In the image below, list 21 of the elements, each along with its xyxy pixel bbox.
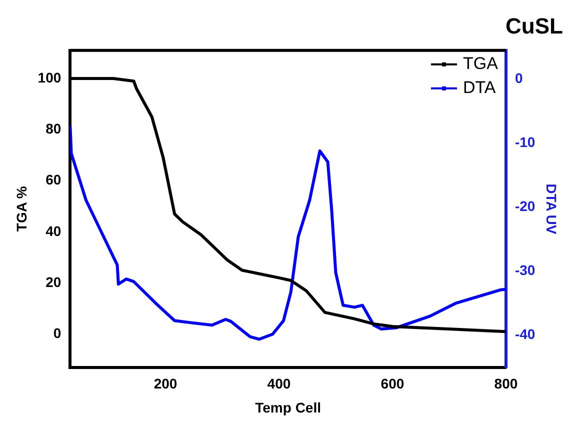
y-tick-label: 60 [46, 172, 62, 188]
y-tick-label: 40 [46, 222, 62, 239]
y2-axis-title: DTA UV [544, 184, 560, 235]
y-axis-title: TGA % [13, 186, 30, 232]
y2-tick-label: -20 [514, 198, 536, 214]
x-tick-label: 600 [380, 376, 404, 392]
x-tick-label: 800 [494, 376, 518, 392]
x-axis-title: Temp Cell [255, 399, 321, 416]
y-tick-label: 0 [53, 325, 62, 342]
y2-tick-label: -40 [514, 326, 536, 342]
legend-label: TGA [463, 54, 499, 74]
chart-title: CuSL [506, 13, 563, 38]
y-tick-label: 100 [38, 69, 62, 86]
x-tick-label: 400 [267, 376, 291, 392]
y2-tick-label: -10 [514, 134, 536, 150]
y-tick-label: 80 [46, 120, 62, 137]
legend-label: DTA [463, 78, 496, 98]
x-tick-label: 200 [154, 376, 178, 392]
y2-tick-label: -30 [514, 262, 536, 278]
y2-tick-label: 0 [514, 70, 523, 86]
y-tick-label: 20 [46, 274, 62, 290]
